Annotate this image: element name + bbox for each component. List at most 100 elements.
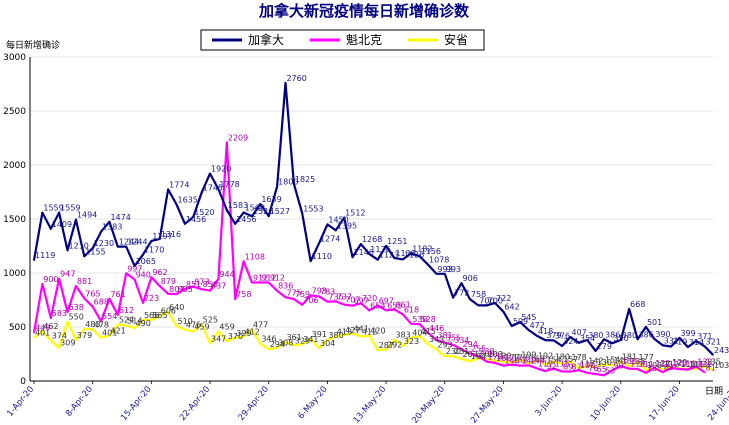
data-label: 122 (655, 359, 670, 368)
data-label: 759 (295, 290, 310, 299)
data-point (58, 277, 61, 280)
data-label: 554 (102, 312, 117, 321)
data-point (569, 370, 572, 373)
data-point (678, 368, 681, 370)
y-tick-label: 500 (9, 323, 26, 333)
data-label: 1244 (127, 238, 147, 247)
data-label: 334 (454, 336, 469, 345)
data-label: 1274 (320, 234, 340, 243)
data-label: 1155 (85, 247, 105, 256)
data-label: 114 (630, 360, 645, 369)
data-point (83, 327, 86, 330)
data-label: 370 (228, 332, 243, 341)
data-point (351, 256, 354, 259)
data-label: 81 (706, 363, 716, 372)
data-point (485, 304, 488, 307)
data-label: 146 (613, 356, 628, 365)
data-label: 758 (236, 290, 251, 299)
data-point (460, 282, 463, 285)
data-point (175, 325, 178, 327)
data-point (276, 289, 278, 292)
data-point (385, 309, 387, 312)
data-point (116, 323, 119, 326)
data-label: 697 (354, 297, 369, 306)
data-label: 407 (571, 328, 586, 337)
data-point (326, 339, 329, 341)
data-point (619, 365, 622, 367)
data-point (360, 302, 362, 305)
data-point (653, 366, 656, 369)
data-label: 112 (697, 360, 712, 369)
data-label: 449 (35, 324, 50, 333)
data-label: 490 (136, 319, 151, 328)
data-point (552, 360, 555, 363)
data-point (494, 359, 496, 362)
data-point (460, 348, 463, 351)
data-label: 1527 (270, 207, 290, 216)
data-point (703, 345, 706, 348)
data-point (192, 330, 195, 333)
data-point (58, 346, 61, 349)
data-point (460, 358, 463, 360)
data-point (142, 302, 144, 304)
data-point (603, 363, 605, 366)
data-point (670, 367, 672, 369)
data-label: 612 (119, 306, 134, 315)
data-point (133, 278, 136, 281)
data-label: 912 (270, 274, 285, 283)
data-point (452, 344, 455, 346)
data-point (309, 294, 312, 297)
data-label: 583 (52, 309, 67, 318)
data-label: 1494 (77, 211, 97, 220)
data-point (150, 240, 153, 242)
data-point (91, 328, 94, 331)
data-point (360, 335, 362, 338)
data-label: 323 (404, 337, 419, 346)
data-point (49, 317, 52, 319)
data-label: 1244 (119, 238, 139, 247)
data-label: 120 (672, 359, 687, 368)
data-label: 1520 (194, 208, 214, 217)
data-point (301, 343, 304, 346)
data-point (175, 293, 178, 295)
data-label: 697 (379, 297, 394, 306)
data-label: 565 (152, 311, 167, 320)
data-label: 412 (245, 328, 260, 337)
data-point (41, 211, 44, 214)
data-point (695, 368, 698, 370)
data-label: 99 (613, 361, 623, 370)
data-point (343, 303, 346, 306)
data-point (225, 209, 228, 211)
data-point (49, 227, 52, 230)
data-label: 947 (60, 270, 75, 279)
data-point (242, 335, 245, 338)
data-label: 528 (421, 315, 436, 324)
data-point (670, 345, 672, 348)
data-point (284, 296, 287, 299)
data-point (376, 304, 379, 307)
data-point (133, 265, 136, 267)
data-label: 881 (77, 277, 92, 286)
data-label: 640 (169, 303, 184, 312)
chart-title: 加拿大新冠疫情每日新增确诊数 (258, 2, 470, 20)
data-point (536, 359, 538, 362)
data-label: 331 (664, 336, 679, 345)
data-label: 807 (169, 285, 184, 294)
data-label: 154 (605, 355, 620, 364)
data-point (653, 337, 656, 340)
data-label: 483 (85, 320, 100, 329)
data-point (251, 281, 253, 284)
data-label: 180 (555, 353, 570, 362)
data-point (594, 366, 597, 368)
data-point (678, 337, 681, 339)
data-label: 65 (597, 365, 607, 374)
x-axis-label: 日期 (705, 386, 723, 397)
y-axis-label: 每日新增确诊 (6, 39, 60, 51)
data-point (418, 335, 421, 338)
data-point (309, 337, 312, 340)
data-point (586, 339, 589, 341)
y-tick-label: 3000 (3, 53, 26, 63)
data-label: 177 (504, 353, 519, 362)
data-label: 135 (706, 357, 721, 366)
